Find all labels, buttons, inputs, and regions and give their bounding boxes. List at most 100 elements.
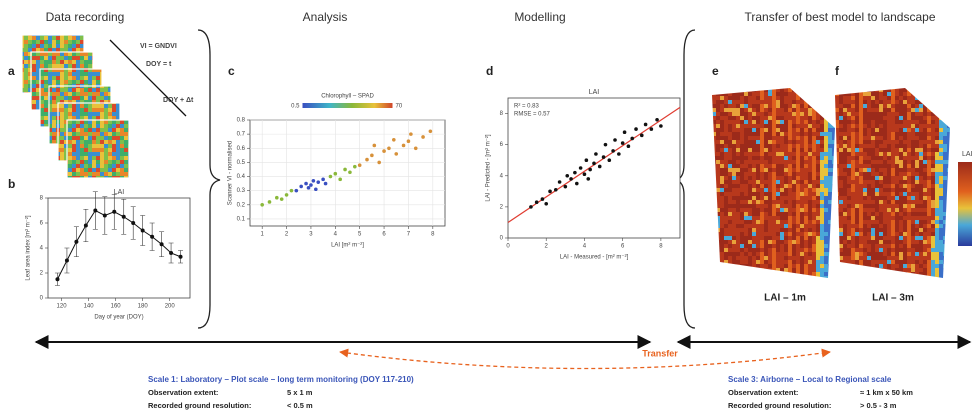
map-cell [796,244,800,248]
map-cell [887,228,891,232]
map-cell [879,196,883,200]
map-cell [899,244,903,248]
map-cell [728,180,732,184]
map-cell [776,96,780,100]
map-cell [951,184,955,188]
map-cell [883,128,887,132]
map-cell [812,124,816,128]
map-cell [800,92,804,96]
map-cell [891,176,895,180]
map-cell [883,208,887,212]
map-cell [839,164,843,168]
map-cell [760,104,764,108]
map-cell [732,180,736,184]
map-cell [816,200,820,204]
map-cell [947,104,951,108]
map-cell [887,172,891,176]
map-cell [756,256,760,260]
map-cell [796,212,800,216]
map-cell [895,272,899,276]
map-cell [724,208,728,212]
map-cell [736,244,740,248]
map-cell [744,224,748,228]
map-cell [784,180,788,184]
map-cell [955,268,959,272]
map-cell [843,100,847,104]
map-cell [788,112,792,116]
map-cell [955,116,959,120]
map-cell [768,208,772,212]
map-cell [863,180,867,184]
map-cell [772,200,776,204]
map-cell [732,160,736,164]
map-cell [712,228,716,232]
map-cell [851,136,855,140]
map-cell [772,116,776,120]
map-cell [808,176,812,180]
map-cell [808,248,812,252]
map-cell [760,276,764,280]
map-cell [728,272,732,276]
map-cell [947,100,951,104]
map-cell [859,152,863,156]
map-cell [716,224,720,228]
map-cell [832,108,836,112]
map-cell [784,232,788,236]
map-cell [883,196,887,200]
map-cell [720,140,724,144]
map-cell [899,156,903,160]
map-cell [832,172,836,176]
scale-row-label: Observation extent: [728,388,798,397]
map-cell [851,172,855,176]
map-cell [847,104,851,108]
map-cell [776,100,780,104]
map-cell [943,176,947,180]
map-cell [879,140,883,144]
map-cell [887,108,891,112]
map-cell [716,164,720,168]
map-cell [947,156,951,160]
map-cell [788,192,792,196]
map-cell [780,148,784,152]
map-cell [927,268,931,272]
map-cell [943,208,947,212]
map-cell [935,180,939,184]
section-header: Modelling [514,10,565,24]
map-cell [939,164,943,168]
map-cell [947,264,951,268]
map-cell [871,208,875,212]
map-caption: LAI – 1m [764,293,806,304]
map-cell [748,164,752,168]
map-cell [832,236,836,240]
map-cell [824,192,828,196]
map-cell [875,228,879,232]
map-cell [756,200,760,204]
map-cell [736,204,740,208]
map-cell [955,156,959,160]
map-cell [752,216,756,220]
map-cell [716,220,720,224]
map-cell [748,132,752,136]
map-cell [867,188,871,192]
map-cell [720,88,724,92]
map-cell [824,232,828,236]
map-cell [804,236,808,240]
map-cell [800,116,804,120]
map-cell [867,272,871,276]
map-cell [824,196,828,200]
map-cell [899,168,903,172]
map-cell [816,116,820,120]
point [93,209,97,213]
map-cell [875,208,879,212]
map-cell [780,168,784,172]
map-cell [955,248,959,252]
map-cell [752,256,756,260]
map-cell [756,192,760,196]
map-cell [716,172,720,176]
map-cell [883,104,887,108]
map-cell [923,176,927,180]
map-cell [879,144,883,148]
map-cell [744,184,748,188]
map-cell [760,224,764,228]
map-cell [764,172,768,176]
